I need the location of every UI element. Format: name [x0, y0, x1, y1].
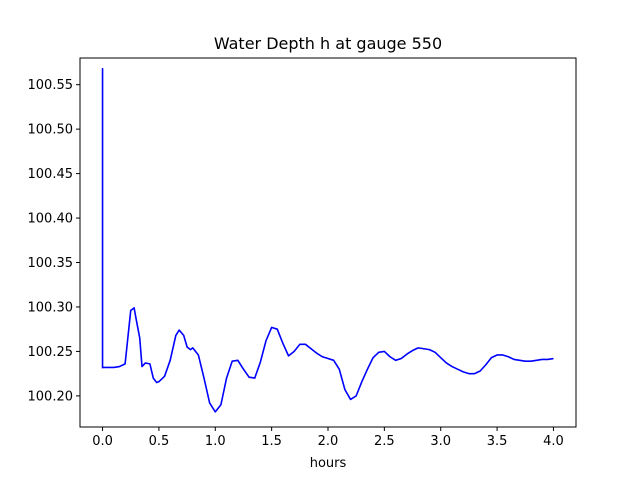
y-tick-label: 100.25 [28, 345, 74, 360]
plot-area [101, 67, 554, 413]
y-tick-label: 100.35 [28, 256, 74, 271]
x-tick-label: 0.0 [92, 434, 113, 449]
y-axis: 100.20 100.25 100.30 100.35 100.40 100.45 100.… [28, 78, 80, 404]
chart-title: Water Depth h at gauge 550 [214, 34, 442, 53]
y-tick-label: 100.45 [28, 167, 74, 182]
x-tick-label: 0.5 [149, 434, 170, 449]
y-tick-label: 100.40 [28, 212, 74, 227]
x-tick-label: 2.5 [374, 434, 395, 449]
x-axis: 0.0 0.5 1.0 1.5 2.0 2.5 3.0 3.5 4.0 [92, 427, 564, 449]
x-tick-label: 1.0 [205, 434, 226, 449]
y-tick-label: 100.30 [28, 300, 74, 315]
y-tick-label: 100.50 [28, 123, 74, 138]
x-tick-label: 4.0 [543, 434, 564, 449]
y-tick-label: 100.20 [28, 389, 74, 404]
series-line [101, 67, 554, 413]
x-tick-label: 3.0 [430, 434, 451, 449]
x-axis-label: hours [310, 456, 347, 471]
plot-frame [79, 57, 577, 428]
x-tick-label: 3.5 [487, 434, 508, 449]
y-tick-label: 100.55 [28, 78, 74, 93]
x-tick-label: 2.0 [318, 434, 339, 449]
x-tick-label: 1.5 [261, 434, 282, 449]
